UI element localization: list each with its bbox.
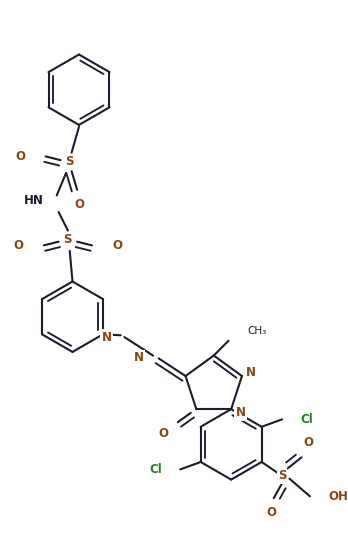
Text: N: N [134, 351, 144, 364]
Text: S: S [278, 469, 286, 482]
Text: N: N [236, 407, 245, 419]
Text: Cl: Cl [149, 463, 162, 476]
Text: O: O [74, 198, 84, 211]
Text: O: O [15, 150, 25, 163]
Text: O: O [158, 427, 168, 440]
Text: N: N [246, 366, 256, 379]
Text: Cl: Cl [301, 413, 313, 426]
Text: S: S [64, 233, 72, 246]
Text: N: N [101, 331, 111, 343]
Text: O: O [14, 239, 23, 252]
Text: CH₃: CH₃ [247, 326, 266, 336]
Text: S: S [65, 155, 74, 168]
Text: O: O [112, 239, 122, 252]
Text: HN: HN [24, 195, 44, 208]
Text: O: O [266, 506, 276, 519]
Text: OH: OH [329, 490, 348, 502]
Text: O: O [303, 436, 313, 449]
